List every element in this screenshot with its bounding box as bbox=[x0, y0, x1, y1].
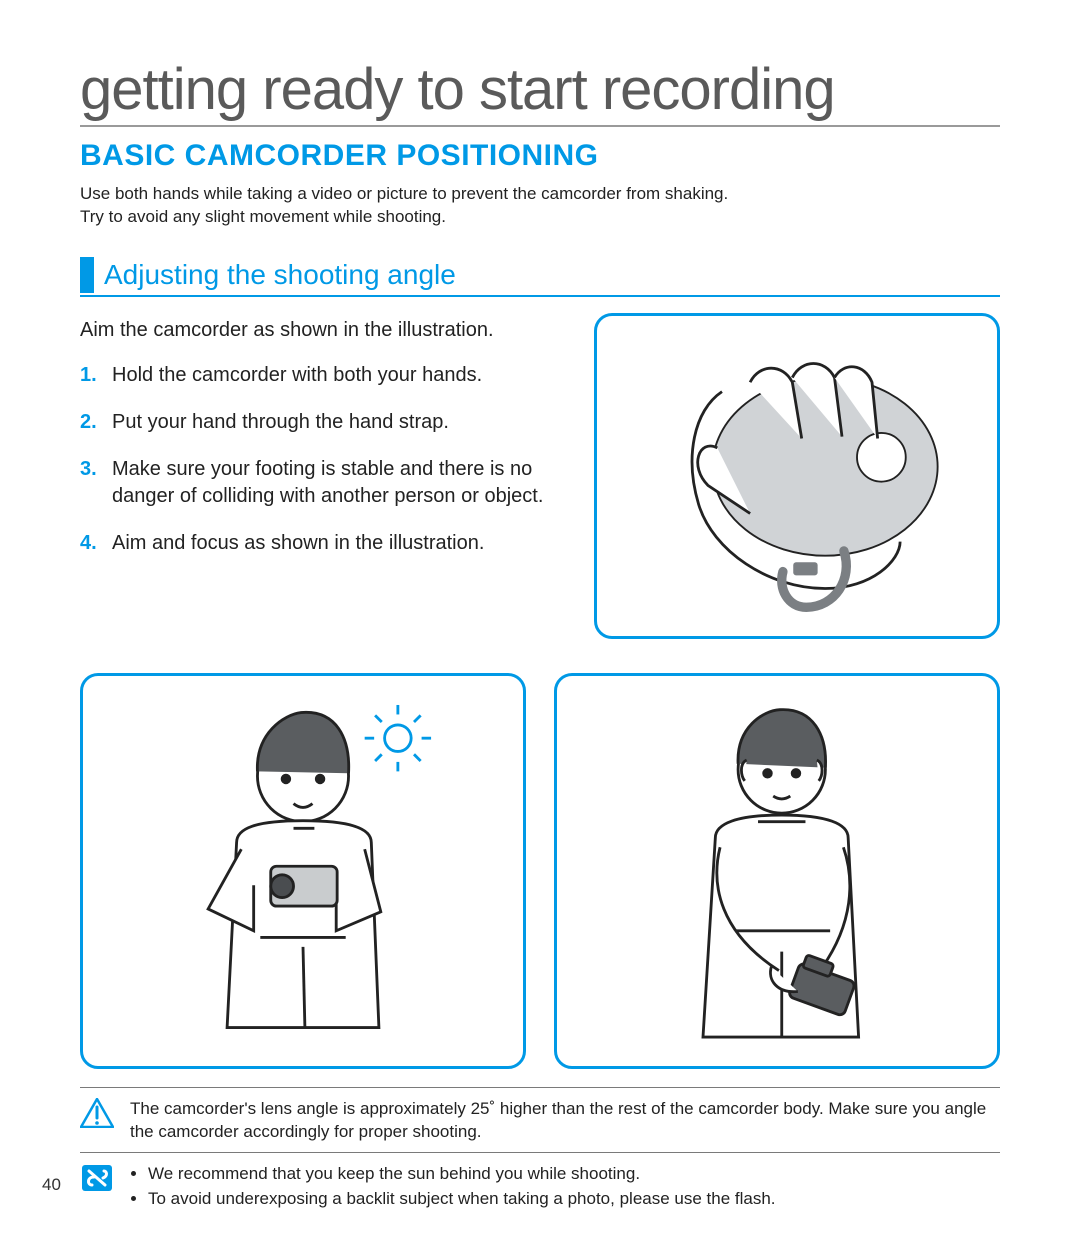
figure-low-angle bbox=[554, 673, 1000, 1069]
subheading: Adjusting the shooting angle bbox=[104, 257, 456, 293]
step-number: 1. bbox=[80, 362, 102, 389]
step-number: 3. bbox=[80, 456, 102, 510]
page-number: 40 bbox=[42, 1175, 61, 1195]
figure-hand-strap bbox=[594, 313, 1000, 639]
notes-block: The camcorder's lens angle is approximat… bbox=[80, 1087, 1000, 1221]
step-list: 1. Hold the camcorder with both your hand… bbox=[80, 362, 568, 557]
caution-text: The camcorder's lens angle is approximat… bbox=[130, 1098, 1000, 1144]
step-text: Make sure your footing is stable and the… bbox=[112, 456, 568, 510]
tip-row: We recommend that you keep the sun behin… bbox=[80, 1152, 1000, 1221]
intro-line-1: Use both hands while taking a video or p… bbox=[80, 184, 728, 203]
subheading-rule bbox=[80, 295, 1000, 297]
figure-eye-level bbox=[80, 673, 526, 1069]
illustration-hand-icon bbox=[607, 326, 987, 626]
step-item: 3.Make sure your footing is stable and t… bbox=[80, 456, 568, 510]
tip-item: We recommend that you keep the sun behin… bbox=[148, 1163, 776, 1186]
sun-icon bbox=[365, 705, 431, 771]
step-number: 4. bbox=[80, 530, 102, 557]
caution-row: The camcorder's lens angle is approximat… bbox=[80, 1087, 1000, 1152]
step-number: 2. bbox=[80, 409, 102, 436]
step-item: 2. Put your hand through the hand strap. bbox=[80, 409, 568, 436]
intro-text: Use both hands while taking a video or p… bbox=[80, 183, 1000, 229]
illustration-person-sun-icon bbox=[93, 686, 513, 1056]
step-item: 1. Hold the camcorder with both your hand… bbox=[80, 362, 568, 389]
step-text: Aim and focus as shown in the illustrati… bbox=[112, 530, 484, 557]
section-heading: BASIC CAMCORDER POSITIONING bbox=[80, 139, 1000, 173]
step-text: Hold the camcorder with both your hands. bbox=[112, 362, 482, 389]
step-item: 4. Aim and focus as shown in the illustra… bbox=[80, 530, 568, 557]
subheading-accent-bar bbox=[80, 257, 94, 293]
illustration-person-low-icon bbox=[567, 686, 987, 1056]
tip-list: We recommend that you keep the sun behin… bbox=[130, 1163, 776, 1213]
chapter-title: getting ready to start recording bbox=[80, 60, 1000, 127]
caution-icon bbox=[80, 1098, 114, 1128]
intro-line-2: Try to avoid any slight movement while s… bbox=[80, 207, 446, 226]
tip-item: To avoid underexposing a backlit subject… bbox=[148, 1188, 776, 1211]
step-text: Put your hand through the hand strap. bbox=[112, 409, 449, 436]
note-icon bbox=[80, 1163, 114, 1193]
lead-text: Aim the camcorder as shown in the illust… bbox=[80, 319, 568, 342]
subheading-block: Adjusting the shooting angle bbox=[80, 257, 1000, 297]
